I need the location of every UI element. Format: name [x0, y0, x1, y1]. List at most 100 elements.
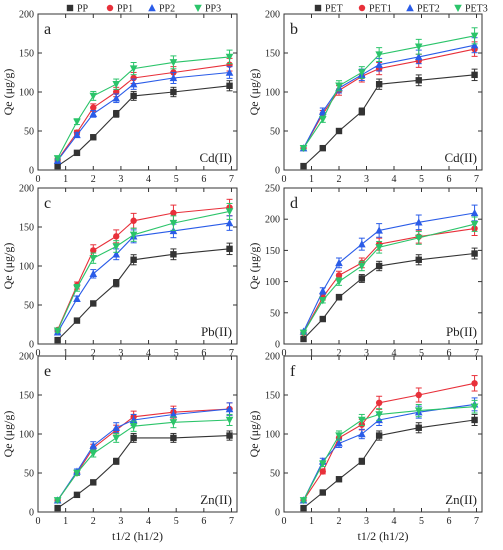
data-point	[415, 77, 422, 84]
y-tick-label: 50	[24, 127, 34, 138]
x-tick-label: 5	[174, 348, 179, 359]
x-tick-label: 2	[337, 174, 342, 185]
data-point	[358, 262, 366, 270]
legend-label: PET	[325, 4, 343, 15]
data-point	[358, 108, 366, 115]
x-tick-label: 2	[91, 348, 96, 359]
legend-marker	[148, 4, 156, 12]
legend-label: PP1	[117, 4, 133, 15]
data-point	[54, 336, 61, 344]
y-tick-label: 0	[29, 340, 34, 351]
x-tick-label: 1	[63, 348, 68, 359]
series-line	[57, 408, 230, 501]
data-point	[89, 109, 98, 118]
data-point	[53, 155, 62, 163]
y-tick-label: 50	[24, 469, 34, 480]
data-point	[335, 272, 343, 279]
data-point	[113, 458, 120, 465]
y-axis-label: Qe (μg/g)	[247, 69, 261, 116]
data-point	[90, 479, 97, 486]
y-tick-label: 200	[265, 215, 280, 226]
y-tick-label: 0	[29, 508, 34, 519]
data-point	[225, 416, 234, 424]
data-point	[170, 434, 177, 442]
data-point	[358, 69, 366, 77]
x-tick-label: 6	[447, 348, 452, 359]
x-tick-label: 0	[282, 516, 287, 527]
data-point	[73, 284, 81, 292]
data-point	[470, 41, 479, 49]
x-tick-label: 3	[118, 516, 123, 527]
data-point	[470, 32, 479, 40]
y-axis-label: Qe (μg/g)	[247, 243, 261, 290]
series-line	[303, 48, 475, 149]
y-tick-label: 0	[275, 166, 280, 177]
plot-frame	[37, 355, 238, 513]
data-point	[90, 104, 97, 111]
series-PP1	[54, 198, 233, 334]
y-axis-label: Qe (μg/g)	[1, 243, 15, 290]
data-point	[318, 286, 327, 295]
y-tick-label: 50	[270, 469, 280, 480]
data-point	[89, 450, 98, 458]
data-point	[73, 130, 81, 139]
data-point	[73, 149, 81, 157]
data-point	[170, 209, 177, 217]
x-tick-label: 0	[36, 348, 41, 359]
legend-marker	[314, 4, 322, 12]
x-tick-label: 1	[63, 174, 68, 185]
data-point	[170, 88, 177, 96]
data-point	[112, 250, 121, 258]
x-tick-label: 6	[447, 174, 452, 185]
x-tick-label: 4	[146, 516, 151, 527]
series-PP2	[53, 215, 234, 336]
x-tick-label: 6	[201, 516, 206, 527]
data-point	[53, 497, 62, 505]
legend-marker	[454, 4, 462, 12]
legend-label: PET1	[369, 4, 392, 15]
y-axis-label: Qe (μg/g)	[1, 411, 15, 458]
y-tick-label: 100	[19, 262, 34, 273]
panel-letter: d	[290, 195, 298, 212]
data-point	[112, 423, 121, 431]
data-point	[225, 68, 234, 76]
y-tick-label: 150	[19, 391, 34, 402]
data-point	[335, 278, 343, 286]
series-PET1	[300, 375, 478, 504]
data-point	[226, 82, 233, 89]
x-tick-label: 7	[229, 174, 234, 185]
data-point	[470, 220, 479, 229]
data-point	[299, 497, 308, 505]
data-point	[89, 92, 98, 100]
data-point	[129, 65, 138, 73]
series-PET3	[299, 216, 479, 337]
data-point	[300, 335, 307, 343]
y-tick-label: 200	[265, 10, 280, 21]
metal-label: Pb(II)	[446, 324, 477, 339]
plot-frame	[37, 187, 238, 345]
y-tick-label: 0	[275, 508, 280, 519]
series-line	[303, 44, 475, 149]
y-tick-label: 200	[19, 184, 34, 195]
data-point	[130, 74, 137, 82]
x-tick-label: 1	[309, 174, 314, 185]
panel-letter: f	[290, 363, 296, 380]
data-point	[335, 82, 343, 90]
data-point	[375, 226, 383, 234]
data-point	[73, 491, 81, 499]
series-line	[303, 35, 475, 149]
data-point	[90, 300, 97, 307]
data-point	[375, 399, 383, 406]
data-point	[89, 269, 98, 277]
series-PET3	[299, 27, 479, 153]
series-PP	[54, 430, 233, 512]
x-tick-label: 2	[337, 516, 342, 527]
data-point	[90, 247, 97, 254]
series-PP	[54, 80, 233, 170]
x-tick-label: 6	[201, 174, 206, 185]
series-PET	[300, 68, 478, 170]
data-point	[129, 423, 138, 431]
legend-marker	[66, 4, 74, 12]
x-tick-label: 5	[174, 516, 179, 527]
data-point	[318, 297, 327, 305]
